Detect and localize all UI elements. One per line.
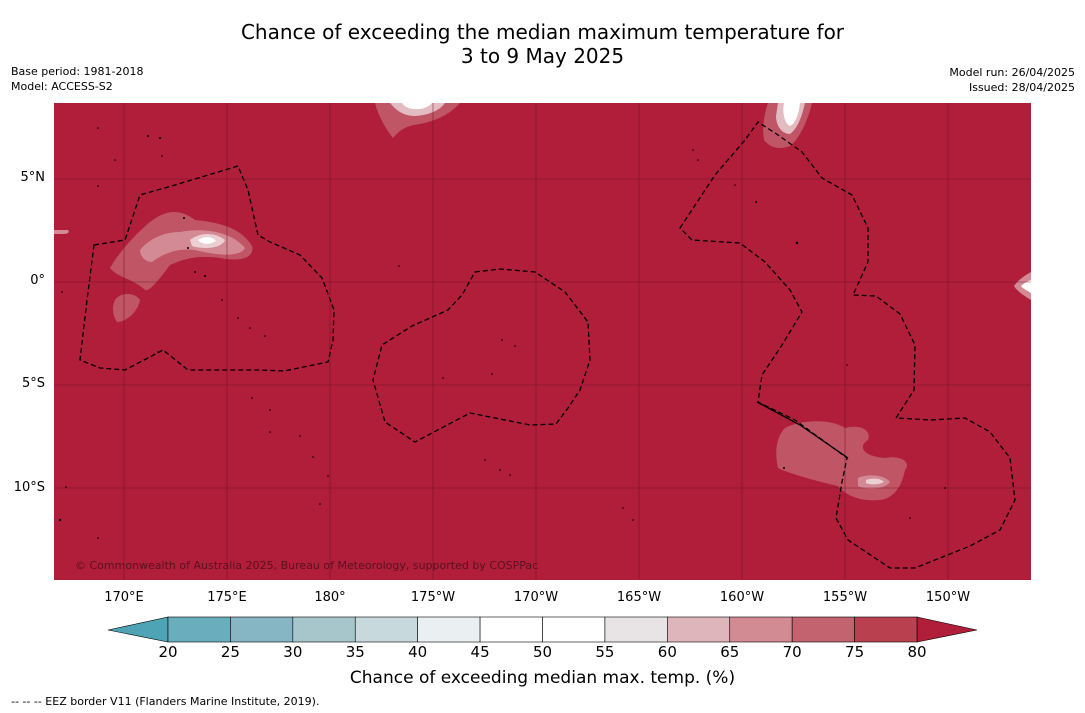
colorbar-segment [854,616,918,643]
lon-label: 175°E [207,590,247,605]
colorbar-under-arrow [107,616,169,643]
colorbar-segment [604,616,668,643]
colorbar-segment [354,616,418,643]
colorbar-tick-label: 60 [657,643,677,661]
patch-gilbert-center [198,237,216,244]
patch-southeast-center [866,478,884,485]
model-info: Base period: 1981-2018 Model: ACCESS-S2 [11,65,143,94]
lon-label: 175°W [410,590,456,605]
colorbar-segment [542,616,606,643]
map-title: Chance of exceeding the median maximum t… [0,20,1085,68]
patch-top-left-core [390,103,445,116]
colorbar-segment [479,616,543,643]
eez-legend-note: -- -- -- EEZ border V11 (Flanders Marine… [11,695,320,708]
patch-top-left-center [402,103,432,110]
lat-label: 0° [30,273,45,288]
colorbar-tick-label: 65 [720,643,740,661]
colorbar-segment [167,616,231,643]
colorbar-segment [729,616,793,643]
graticule [54,103,1031,580]
map-background [54,103,1031,580]
eez-phoenix [372,268,591,443]
lon-label: 155°W [822,590,868,605]
patch-gilbert-outer [110,211,253,291]
lon-label: 180° [314,590,346,605]
lon-label: 165°W [616,590,662,605]
colorbar [107,616,978,643]
colorbar-tick-label: 40 [408,643,428,661]
title-line-2: 3 to 9 May 2025 [460,44,625,68]
colorbar-segment [667,616,731,643]
lon-label: 150°W [925,590,971,605]
colorbar-segment [791,616,855,643]
base-period: Base period: 1981-2018 [11,65,144,78]
colorbar-segment [230,616,294,643]
anomaly-patches [54,103,1031,501]
title-line-1: Chance of exceeding the median maximum t… [240,20,845,44]
lat-label: 5°S [21,376,45,391]
colorbar-tick-label: 20 [158,643,178,661]
patch-small-south [112,294,140,322]
colorbar-tick-label: 30 [283,643,303,661]
colorbar-label: Chance of exceeding median max. temp. (%… [349,668,736,688]
eez-solid-border [756,401,849,459]
colorbar-segment [292,616,356,643]
model-run: Model run: 26/04/2025 [949,66,1075,79]
colorbar-tick-label: 45 [470,643,490,661]
colorbar-over-arrow [916,616,978,643]
run-info: Model run: 26/04/2025 Issued: 28/04/2025 [949,66,1075,95]
patch-top-right-center [783,103,800,126]
patch-top-left [375,103,460,138]
lat-label: 10°S [13,480,45,495]
colorbar-tick-label: 25 [220,643,240,661]
colorbar-tick-label: 55 [595,643,615,661]
patch-left-edge [54,230,69,234]
eez-kiribati-gilbert [79,165,335,372]
colorbar-tick-label: 35 [345,643,365,661]
colorbar-tick-label: 70 [782,643,802,661]
lon-label: 170°E [104,590,144,605]
colorbar-segment [417,616,481,643]
patch-right-edge-core [1021,280,1031,293]
copyright-notice: © Commonwealth of Australia 2025, Bureau… [75,559,539,572]
lon-label: 160°W [719,590,765,605]
issued-date: Issued: 28/04/2025 [968,80,1075,94]
lon-label: 170°W [513,590,559,605]
eez-borders [79,121,1016,569]
colorbar-tick-label: 50 [532,643,553,661]
lat-label: 5°N [20,170,46,185]
model-name: Model: ACCESS-S2 [11,79,113,93]
colorbar-tick-label: 80 [907,643,927,661]
colorbar-tick-label: 75 [845,643,865,661]
islands [58,127,946,539]
